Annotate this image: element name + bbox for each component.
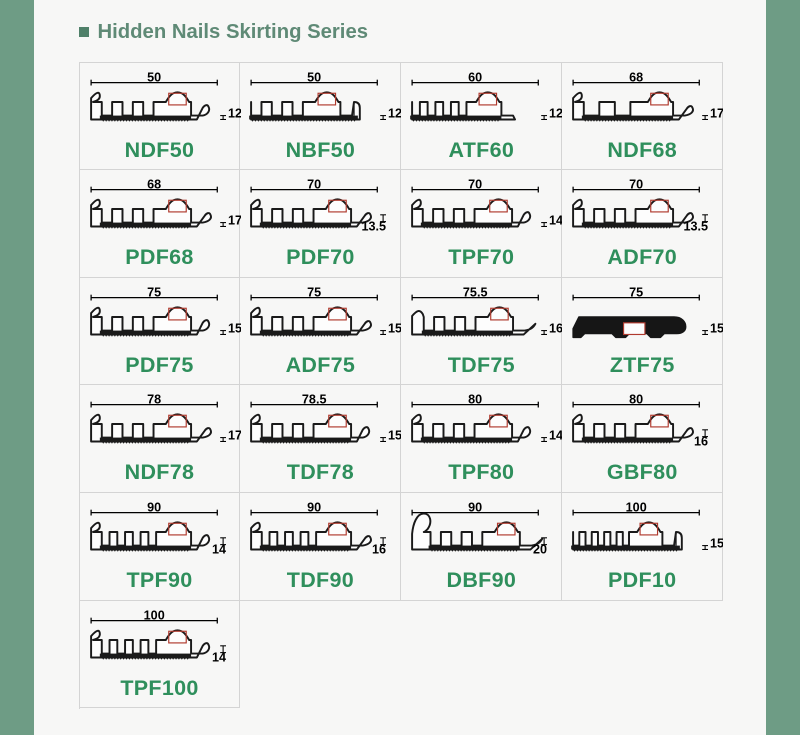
- svg-text:100: 100: [626, 501, 647, 515]
- svg-text:17: 17: [710, 106, 723, 120]
- svg-text:70: 70: [308, 178, 322, 192]
- svg-text:50: 50: [308, 70, 322, 84]
- svg-text:75: 75: [147, 285, 161, 299]
- svg-text:12: 12: [549, 106, 562, 120]
- svg-text:14: 14: [549, 429, 562, 443]
- svg-text:80: 80: [629, 393, 643, 407]
- svg-text:17: 17: [227, 214, 240, 228]
- svg-text:14: 14: [211, 650, 225, 664]
- svg-text:100: 100: [143, 608, 164, 622]
- svg-text:13.5: 13.5: [684, 220, 709, 234]
- svg-text:20: 20: [533, 543, 547, 557]
- svg-text:90: 90: [308, 501, 322, 515]
- svg-text:80: 80: [469, 393, 483, 407]
- svg-text:75: 75: [308, 285, 322, 299]
- svg-text:90: 90: [147, 501, 161, 515]
- svg-text:12: 12: [227, 106, 240, 120]
- svg-text:15: 15: [388, 321, 401, 335]
- svg-text:14: 14: [549, 214, 562, 228]
- svg-text:78: 78: [147, 393, 161, 407]
- svg-text:15: 15: [710, 321, 723, 335]
- svg-text:70: 70: [469, 178, 483, 192]
- svg-text:15: 15: [388, 429, 401, 443]
- svg-text:50: 50: [147, 70, 161, 84]
- svg-text:16: 16: [372, 543, 386, 557]
- svg-text:16: 16: [694, 435, 708, 449]
- svg-text:12: 12: [388, 106, 401, 120]
- svg-text:90: 90: [469, 501, 483, 515]
- svg-text:14: 14: [211, 543, 225, 557]
- svg-text:75: 75: [629, 285, 643, 299]
- svg-text:68: 68: [629, 70, 643, 84]
- svg-text:15: 15: [227, 321, 240, 335]
- svg-text:15: 15: [710, 537, 723, 551]
- svg-text:17: 17: [227, 429, 240, 443]
- svg-text:70: 70: [629, 178, 643, 192]
- svg-text:68: 68: [147, 178, 161, 192]
- svg-text:13.5: 13.5: [362, 220, 387, 234]
- svg-text:78.5: 78.5: [302, 393, 327, 407]
- svg-text:75.5: 75.5: [463, 285, 488, 299]
- svg-text:60: 60: [469, 70, 483, 84]
- svg-text:16: 16: [549, 321, 562, 335]
